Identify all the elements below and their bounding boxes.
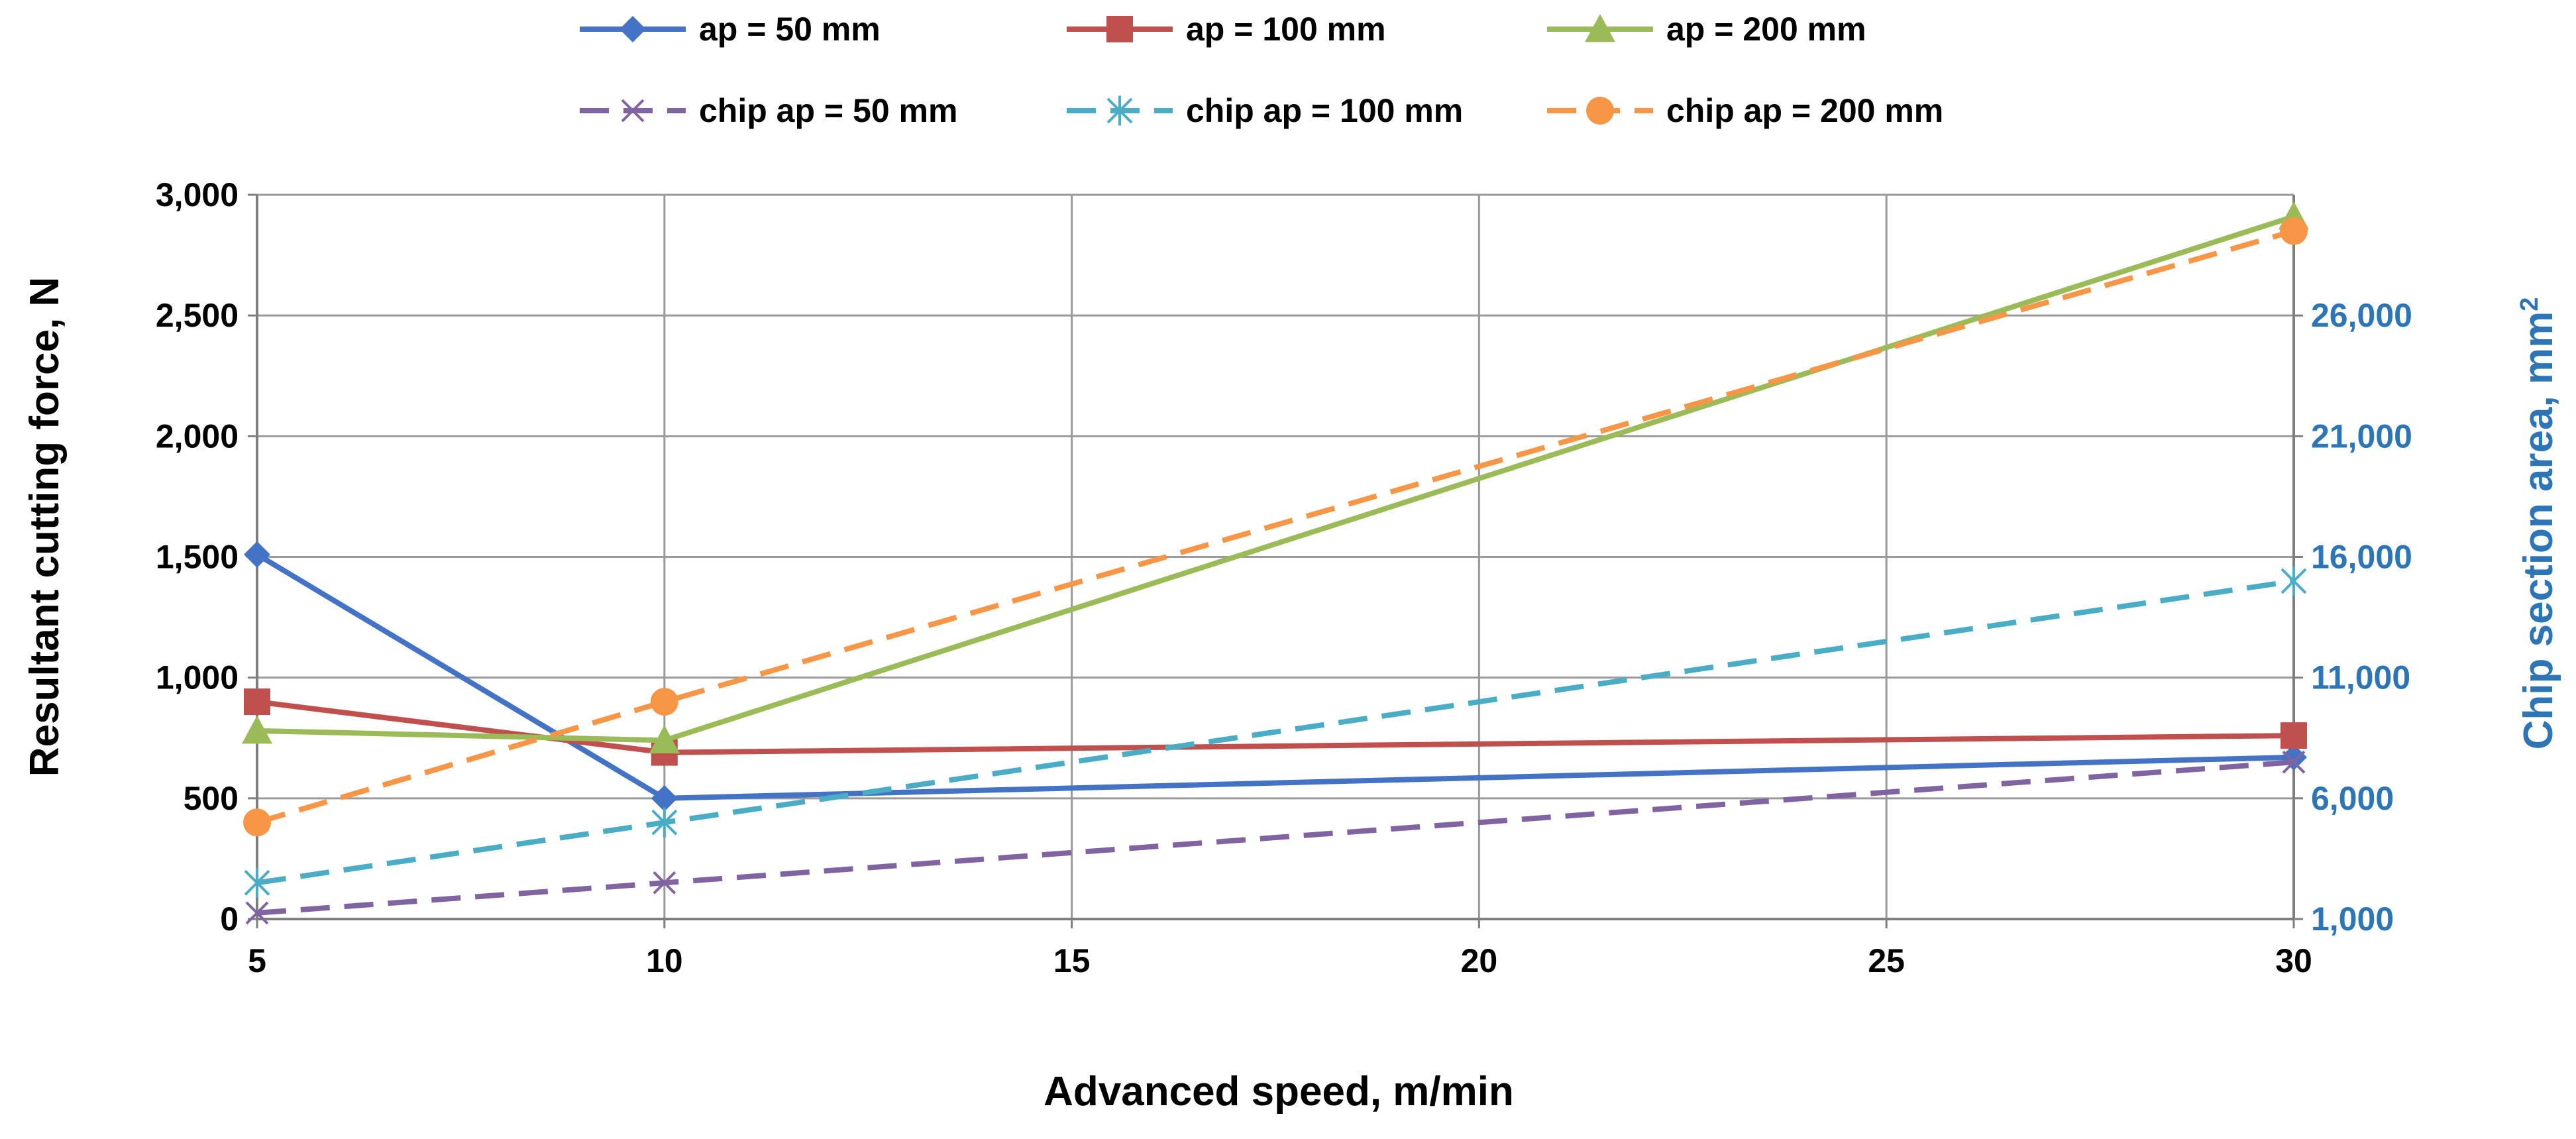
series-line	[255, 552, 2294, 801]
data-point	[653, 871, 676, 895]
legend-item: chip ap = 100 mm	[1067, 92, 1463, 129]
series-5	[243, 217, 2308, 837]
series-1	[244, 688, 2307, 766]
axes	[248, 193, 2303, 928]
data-point	[244, 541, 270, 568]
y2-axis-title-text: Chip section area, mm	[2516, 311, 2561, 750]
data-point	[244, 688, 270, 716]
data-point	[244, 867, 270, 898]
legend-label: ap = 100 mm	[1186, 11, 1386, 48]
y-tick-label: 3,000	[156, 176, 239, 213]
series-3	[245, 750, 2306, 925]
data-point	[2281, 722, 2307, 749]
y2-tick-label: 16,000	[2311, 539, 2412, 576]
series-2	[242, 201, 2309, 753]
data-point	[2282, 750, 2306, 774]
grid-lines	[256, 193, 2295, 920]
legend-marker	[619, 16, 646, 42]
data-point	[651, 785, 678, 812]
y-tick-label: 1,500	[156, 539, 239, 576]
series-4	[244, 566, 2307, 898]
legend-label: ap = 200 mm	[1666, 11, 1866, 48]
y2-tick-label: 26,000	[2311, 297, 2412, 334]
legend-marker	[1106, 95, 1133, 126]
data-point	[243, 808, 271, 837]
x-tick-label: 25	[1868, 942, 1905, 979]
y-axis-title: Resultant cutting force, N	[22, 277, 68, 777]
legend-marker	[1586, 97, 1614, 125]
legend-label: chip ap = 200 mm	[1666, 92, 1943, 129]
series-line	[256, 699, 2294, 755]
y-tick-label: 2,500	[156, 297, 239, 334]
legend-label: chip ap = 50 mm	[699, 92, 957, 129]
y2-tick-label: 1,000	[2311, 900, 2394, 938]
x-axis-title: Advanced speed, m/min	[1044, 1069, 1514, 1114]
x-tick-label: 30	[2275, 942, 2312, 979]
tick-labels: 0 500 1,000 1,500 2,000 2,500 3,000 5 10 15 20 25 30…	[156, 176, 2412, 979]
data-point	[651, 807, 678, 838]
series-0	[244, 541, 2307, 812]
legend-item: chip ap = 50 mm	[580, 92, 957, 129]
y2-axis-title-superscript: 2	[2516, 298, 2544, 311]
legend-item: ap = 100 mm	[1067, 11, 1386, 48]
y2-tick-label: 21,000	[2311, 417, 2412, 455]
series-line	[256, 213, 2295, 743]
series-line	[256, 228, 2295, 826]
data-point	[2280, 217, 2308, 245]
y2-axis-title: Chip section area, mm2	[2516, 298, 2561, 750]
legend-label: ap = 50 mm	[699, 11, 881, 48]
y-tick-label: 1,000	[156, 659, 239, 696]
x-tick-label: 20	[1461, 942, 1498, 979]
y2-tick-label: 11,000	[2311, 659, 2410, 696]
data-point	[245, 901, 269, 925]
x-tick-label: 10	[646, 942, 683, 979]
legend-marker	[1585, 14, 1615, 42]
legend-item: chip ap = 200 mm	[1547, 92, 1943, 129]
data-point	[650, 688, 678, 716]
data-point	[2281, 566, 2307, 596]
legend-marker	[1106, 16, 1133, 42]
x-tick-label: 15	[1053, 942, 1091, 979]
legend-item: ap = 200 mm	[1547, 11, 1866, 48]
y2-tick-label: 6,000	[2311, 780, 2394, 817]
y-tick-label: 0	[220, 900, 239, 938]
data-point	[242, 715, 272, 744]
x-tick-label: 5	[248, 942, 266, 979]
y-tick-label: 500	[184, 780, 239, 817]
series-layer	[242, 201, 2309, 925]
legend: ap = 50 mm ap = 100 mm ap = 200 mm chip ap …	[580, 11, 1943, 129]
y-tick-label: 2,000	[156, 417, 239, 455]
legend-label: chip ap = 100 mm	[1186, 92, 1463, 129]
legend-marker	[621, 99, 645, 123]
data-point	[649, 725, 680, 753]
legend-item: ap = 50 mm	[580, 11, 881, 48]
